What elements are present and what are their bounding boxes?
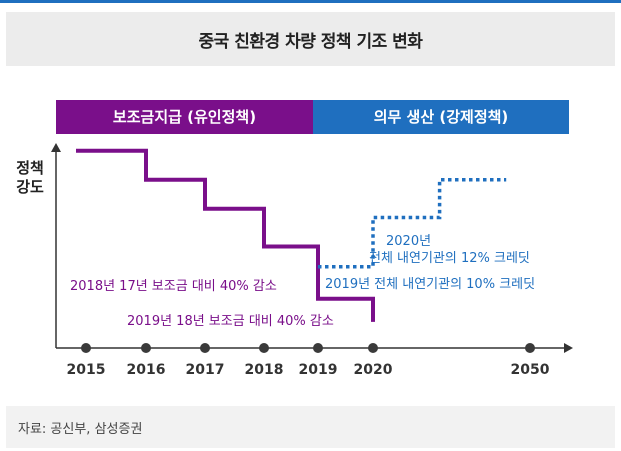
x-tick-label-2015: 2015 [67,362,106,378]
chart-title: 중국 친환경 차량 정책 기조 변화 [198,31,423,52]
band-production [313,100,569,134]
annotation-2019-subsidy: 2019년 18년 보조금 대비 40% 감소 [127,314,334,329]
band-subsidy [56,100,313,134]
x-tick-label-2020: 2020 [354,362,393,378]
annotation-2020-credit: 전체 내연기관의 12% 크레딧 [369,251,530,266]
y-axis-label-line2: 강도 [16,178,44,196]
x-tick-dot-2017 [200,343,210,353]
x-tick-label-2050: 2050 [511,362,550,378]
annotation-2020-year: 2020년 [386,234,431,249]
x-ticks: 2015 2016 2017 2018 2019 2020 2050 [67,343,550,378]
annotation-2018: 2018년 17년 보조금 대비 40% 감소 [70,279,277,294]
band-subsidy-label: 보조금지급 (유인정책) [113,108,256,126]
y-axis-arrow [51,143,61,152]
x-tick-dot-2050 [525,343,535,353]
series-subsidy-line [76,148,375,322]
y-axis-label-line1: 정책 [16,159,44,177]
chart-footer: 자료: 공신부, 삼성증권 [6,406,615,448]
annotation-2019-credit: 2019년 전체 내연기관의 10% 크레딧 [325,277,535,292]
x-tick-dot-2016 [141,343,151,353]
x-tick-label-2016: 2016 [127,362,166,378]
x-axis-arrow [564,343,573,353]
chart-header: 중국 친환경 차량 정책 기조 변화 [6,12,615,66]
x-tick-dot-2019 [313,343,323,353]
x-tick-label-2018: 2018 [245,362,284,378]
x-tick-label-2019: 2019 [299,362,338,378]
x-tick-dot-2015 [81,343,91,353]
band-production-label: 의무 생산 (강제정책) [374,108,509,126]
top-rule [0,0,621,3]
x-tick-dot-2020 [368,343,378,353]
source-note: 자료: 공신부, 삼성증권 [18,421,143,437]
series-production-line [318,178,507,269]
x-tick-label-2017: 2017 [186,362,225,378]
x-tick-dot-2018 [259,343,269,353]
